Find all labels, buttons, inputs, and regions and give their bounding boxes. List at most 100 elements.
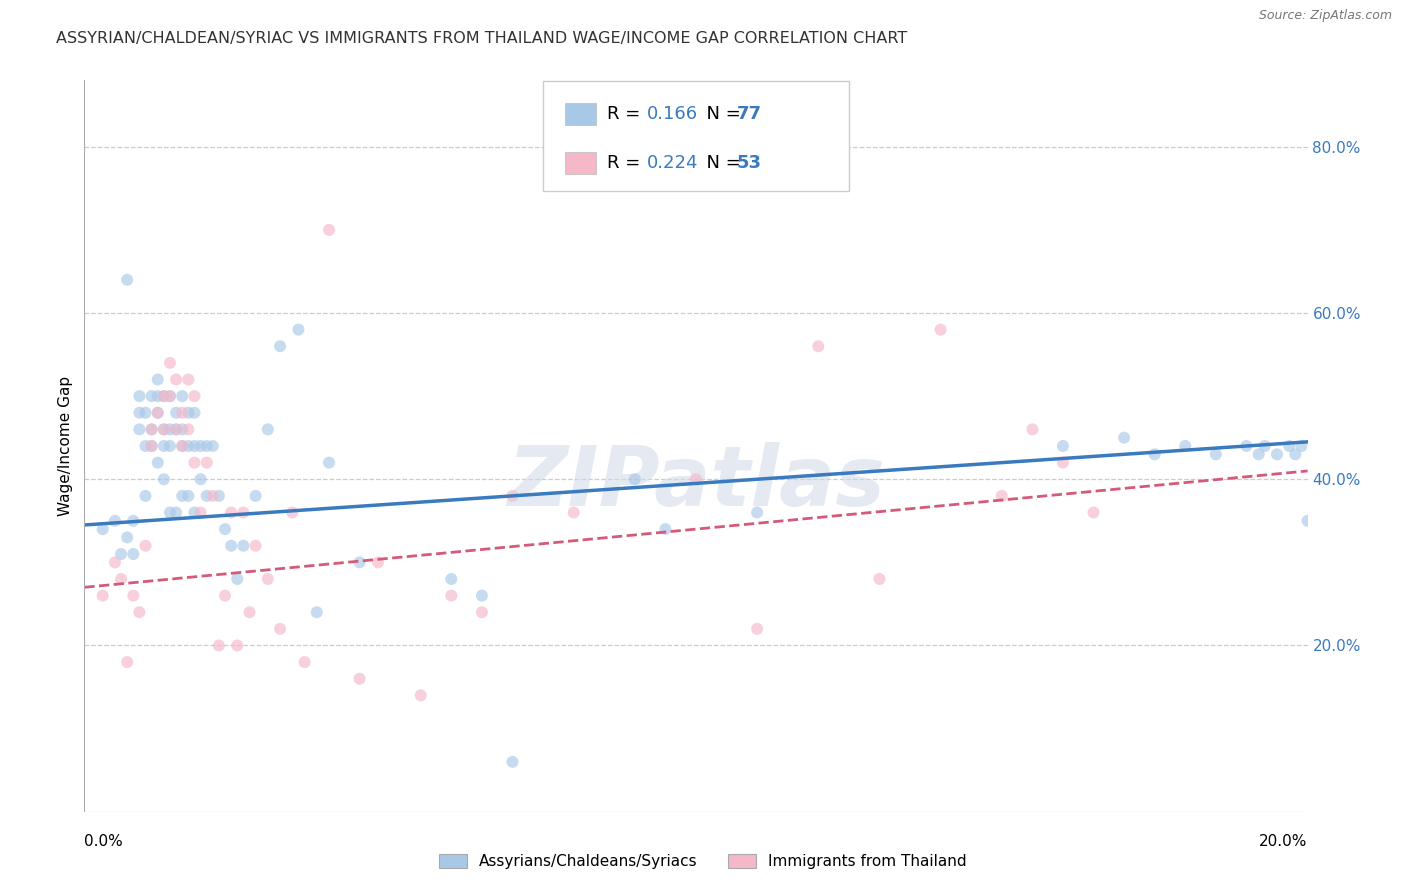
Point — [409, 689, 432, 703]
Point — [141, 422, 163, 436]
Point — [208, 639, 231, 653]
Point — [232, 539, 254, 553]
Point — [115, 655, 138, 669]
Point — [1052, 456, 1074, 470]
Point — [747, 622, 769, 636]
Point — [238, 605, 260, 619]
Point — [195, 489, 218, 503]
Point — [91, 522, 114, 536]
Point — [1254, 439, 1277, 453]
Point — [208, 489, 231, 503]
Point — [146, 406, 169, 420]
Point — [104, 555, 127, 569]
Point — [318, 456, 340, 470]
Point — [141, 389, 163, 403]
Point — [991, 489, 1014, 503]
Point — [269, 622, 291, 636]
Point — [1291, 439, 1313, 453]
Point — [177, 406, 200, 420]
Point — [1114, 431, 1136, 445]
Point — [245, 539, 267, 553]
Point — [128, 422, 150, 436]
Point — [128, 389, 150, 403]
Point — [172, 406, 194, 420]
Point — [245, 489, 267, 503]
Point — [135, 406, 157, 420]
Point — [153, 472, 176, 486]
Point — [159, 439, 181, 453]
Point — [135, 439, 157, 453]
Point — [153, 389, 176, 403]
Point — [562, 506, 585, 520]
Text: N =: N = — [695, 154, 747, 172]
Point — [165, 422, 187, 436]
Point — [122, 589, 145, 603]
Point — [104, 514, 127, 528]
Point — [318, 223, 340, 237]
Point — [226, 639, 249, 653]
Point — [624, 472, 647, 486]
Point — [1174, 439, 1197, 453]
Point — [172, 389, 194, 403]
Point — [177, 422, 200, 436]
Point — [110, 572, 132, 586]
Point — [1296, 514, 1319, 528]
Point — [153, 389, 176, 403]
Point — [1205, 447, 1227, 461]
Point — [159, 506, 181, 520]
Point — [172, 489, 194, 503]
Point — [153, 439, 176, 453]
Point — [502, 755, 524, 769]
Point — [471, 589, 494, 603]
Point — [195, 456, 218, 470]
Point — [183, 456, 205, 470]
Point — [135, 489, 157, 503]
Point — [177, 439, 200, 453]
Text: R =: R = — [607, 105, 647, 123]
Point — [183, 439, 205, 453]
Point — [367, 555, 389, 569]
Point — [219, 539, 242, 553]
Point — [159, 422, 181, 436]
Point — [1284, 447, 1306, 461]
Point — [172, 439, 194, 453]
Point — [165, 406, 187, 420]
Point — [349, 555, 371, 569]
Point — [287, 323, 309, 337]
Text: N =: N = — [695, 105, 747, 123]
Point — [159, 356, 181, 370]
Point — [214, 522, 236, 536]
Text: Source: ZipAtlas.com: Source: ZipAtlas.com — [1258, 9, 1392, 22]
Point — [190, 472, 212, 486]
Point — [146, 406, 169, 420]
Point — [122, 514, 145, 528]
Point — [190, 506, 212, 520]
Point — [195, 439, 218, 453]
Point — [929, 323, 952, 337]
Point — [115, 530, 138, 544]
Text: ZIPatlas: ZIPatlas — [508, 442, 884, 523]
Point — [183, 506, 205, 520]
Point — [122, 547, 145, 561]
Point — [1021, 422, 1043, 436]
Point — [305, 605, 328, 619]
Point — [159, 389, 181, 403]
Legend: Assyrians/Chaldeans/Syriacs, Immigrants from Thailand: Assyrians/Chaldeans/Syriacs, Immigrants … — [433, 847, 973, 875]
Point — [172, 439, 194, 453]
Point — [201, 439, 224, 453]
Point — [177, 489, 200, 503]
Y-axis label: Wage/Income Gap: Wage/Income Gap — [58, 376, 73, 516]
Point — [128, 406, 150, 420]
Point — [141, 439, 163, 453]
Point — [159, 389, 181, 403]
Point — [502, 489, 524, 503]
Text: 20.0%: 20.0% — [1260, 834, 1308, 849]
Point — [349, 672, 371, 686]
Point — [1052, 439, 1074, 453]
Text: 0.224: 0.224 — [647, 154, 699, 172]
Text: ASSYRIAN/CHALDEAN/SYRIAC VS IMMIGRANTS FROM THAILAND WAGE/INCOME GAP CORRELATION: ASSYRIAN/CHALDEAN/SYRIAC VS IMMIGRANTS F… — [56, 31, 907, 46]
Point — [257, 572, 280, 586]
Point — [1278, 439, 1301, 453]
Point — [153, 422, 176, 436]
Point — [110, 547, 132, 561]
